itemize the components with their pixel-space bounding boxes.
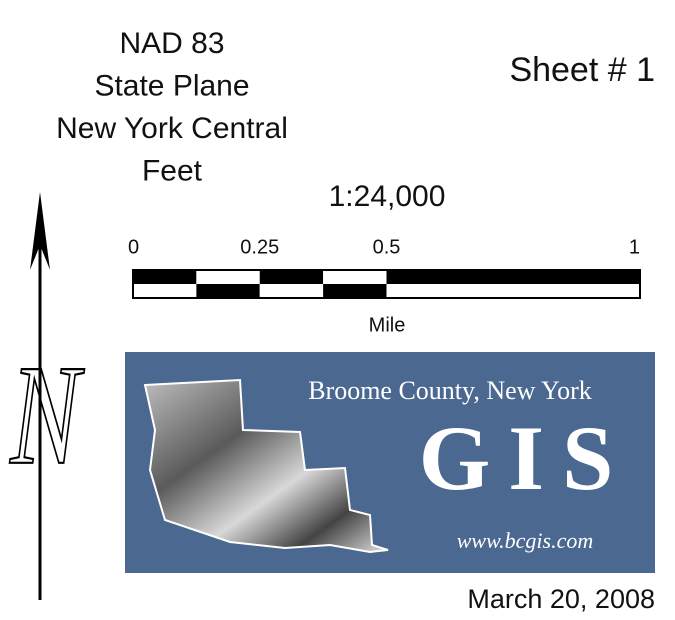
scale-segment bbox=[133, 270, 196, 284]
scale-segment bbox=[196, 284, 259, 298]
scale-tick-label: 0 bbox=[128, 236, 139, 258]
scale-tick-label: 1 bbox=[629, 236, 640, 258]
sheet-number: Sheet # 1 bbox=[509, 51, 655, 89]
north-arrow: N bbox=[9, 192, 85, 600]
projection-line: New York Central bbox=[56, 112, 288, 145]
scale-segment bbox=[323, 270, 386, 284]
projection-line: NAD 83 bbox=[119, 27, 224, 60]
scale-tick-label: 0.25 bbox=[240, 236, 279, 258]
scale-bar: 0 0.25 0.5 1 bbox=[128, 236, 640, 298]
projection-line: State Plane bbox=[94, 69, 249, 102]
scale-segment bbox=[260, 284, 323, 298]
logo: Broome County, New York GIS www.bcgis.co… bbox=[125, 352, 655, 573]
county-name: Broome County, New York bbox=[308, 376, 592, 405]
scale-segment bbox=[323, 284, 386, 298]
map-marginalia: NAD 83 State Plane New York Central Feet Sh… bbox=[0, 0, 675, 620]
logo-title: GIS bbox=[419, 407, 632, 509]
scale-ratio: 1:24,000 bbox=[329, 180, 446, 213]
scale-segment bbox=[260, 270, 323, 284]
scale-tick-label: 0.5 bbox=[373, 236, 401, 258]
scale-segment bbox=[387, 270, 641, 284]
scale-segment bbox=[387, 284, 641, 298]
north-label: N bbox=[9, 337, 85, 495]
scale-unit: Mile bbox=[369, 314, 406, 336]
projection-line: Feet bbox=[142, 154, 203, 187]
projection-info: NAD 83 State Plane New York Central Feet bbox=[56, 27, 288, 188]
date: March 20, 2008 bbox=[467, 584, 655, 614]
logo-url: www.bcgis.com bbox=[457, 528, 593, 553]
scale-segment bbox=[196, 270, 259, 284]
scale-segment bbox=[133, 284, 196, 298]
